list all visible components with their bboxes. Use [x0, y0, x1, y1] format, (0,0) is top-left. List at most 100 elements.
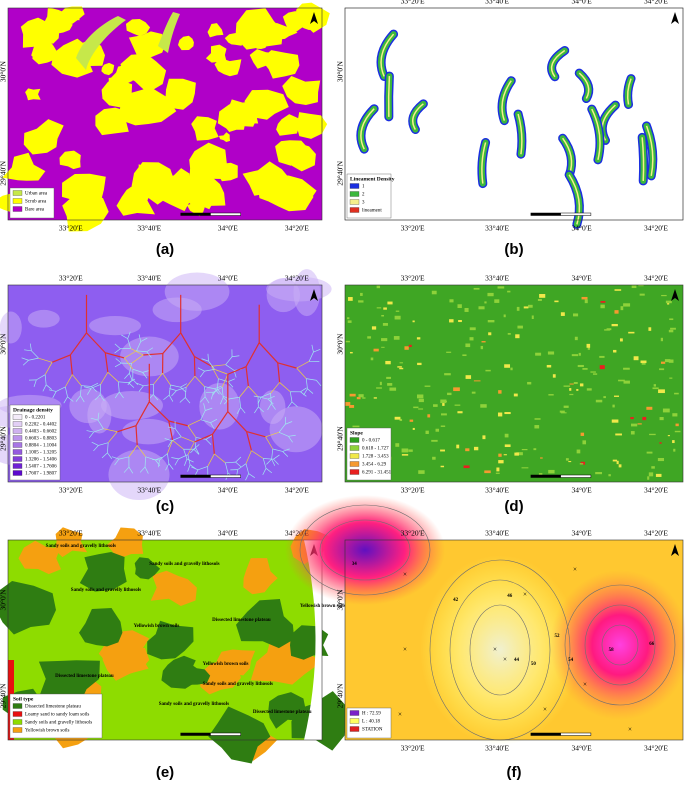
slope-patch	[595, 472, 603, 475]
stream	[221, 374, 229, 388]
slope-patch	[503, 454, 507, 456]
slope-patch	[345, 402, 351, 406]
stream	[218, 378, 229, 383]
soil-limestone	[134, 557, 161, 580]
slope-patch	[618, 379, 625, 382]
slope-patch	[440, 413, 447, 416]
stream	[114, 391, 120, 399]
stream	[129, 373, 133, 381]
slope-patch	[408, 449, 413, 452]
slope-patch	[639, 293, 645, 296]
scrub-area	[207, 23, 224, 38]
coord-label: 34°0'E	[218, 486, 239, 495]
stream	[69, 354, 73, 375]
coord-label: 30°0'N	[0, 333, 8, 355]
north-arrow	[310, 12, 318, 24]
stream	[265, 436, 274, 450]
density-patch	[120, 336, 179, 377]
slope-patch	[548, 469, 555, 474]
urban-area	[76, 16, 126, 70]
stream	[158, 459, 160, 468]
slope-patch	[432, 456, 436, 460]
slope-patch	[516, 452, 523, 456]
stream	[115, 358, 122, 364]
slope-patch	[547, 351, 555, 355]
legend-swatch	[12, 470, 23, 476]
legend-label: 3	[362, 201, 365, 206]
legend-label: Loamy sand to sandy loam soils	[25, 713, 89, 718]
slope-patch	[440, 425, 446, 427]
scrub-area	[293, 147, 310, 160]
slope-patch	[662, 408, 670, 413]
stream	[223, 398, 230, 405]
slope-patch	[599, 365, 605, 370]
slope-patch	[498, 453, 502, 457]
slope-patch	[395, 310, 400, 312]
idw-high	[550, 570, 685, 720]
stream	[282, 448, 290, 452]
coord-label: 34°20'E	[644, 744, 668, 753]
soil-limestone	[147, 620, 194, 660]
stream	[129, 363, 132, 374]
stream	[167, 440, 173, 448]
coord-label: 33°40'E	[137, 486, 161, 495]
coord-label: 30°0'N	[336, 61, 345, 83]
stream	[308, 351, 314, 362]
stream	[303, 388, 308, 396]
slope-patch	[497, 286, 505, 289]
slope-patch	[661, 294, 667, 297]
scrub-area	[244, 89, 289, 120]
scrub-area	[187, 200, 206, 217]
station: ×	[403, 646, 407, 654]
slope-patch	[649, 433, 656, 436]
station: ×	[583, 681, 587, 689]
soil-yellowish	[18, 540, 61, 575]
slope-patch	[675, 423, 679, 427]
coord-label: 30°0'N	[0, 61, 8, 83]
legend-label: Bare area	[25, 208, 45, 213]
stream	[207, 453, 215, 467]
lineament	[626, 78, 632, 105]
slope-patch	[381, 314, 385, 317]
slope-patch	[651, 466, 655, 469]
stream	[201, 358, 209, 362]
slope-patch	[418, 408, 424, 410]
stream	[139, 466, 146, 473]
panel-caption: (c)	[156, 498, 174, 515]
place-label: Sandy soils and gravelly lithosols	[71, 588, 141, 593]
legend-swatch	[349, 191, 360, 197]
stream	[211, 364, 226, 367]
stream	[107, 442, 109, 453]
slope-patch	[362, 397, 366, 399]
stream	[170, 384, 181, 388]
scale-bar	[180, 213, 211, 216]
stream	[204, 369, 215, 372]
slope-patch	[614, 289, 622, 291]
coord-label: 33°20'E	[401, 744, 425, 753]
stream	[28, 357, 39, 361]
map-panel: 33°20'E33°40'E34°0'E34°20'E30°0'N29°40'N…	[0, 527, 347, 764]
stream	[168, 420, 174, 441]
legend-label: L : 40.18	[362, 720, 381, 725]
slope-patch	[416, 394, 424, 399]
slope-patch	[628, 331, 635, 334]
legend-label: Urban area	[25, 192, 48, 197]
stream	[130, 348, 144, 356]
slope-patch	[559, 410, 565, 413]
stream	[277, 362, 281, 383]
lineament	[380, 33, 395, 77]
stream	[162, 373, 171, 386]
slope-patch	[442, 402, 445, 406]
slope-patch	[657, 457, 665, 462]
legend-swatch	[349, 207, 360, 213]
stream	[181, 436, 195, 443]
stream	[187, 454, 191, 465]
stream	[246, 430, 266, 438]
slope-patch	[382, 322, 388, 326]
density-patch	[259, 389, 286, 425]
coord-label: 34°20'E	[644, 529, 668, 538]
stream	[229, 396, 240, 400]
contour	[584, 604, 656, 686]
legend-swatch	[12, 703, 23, 709]
stream	[180, 332, 195, 357]
